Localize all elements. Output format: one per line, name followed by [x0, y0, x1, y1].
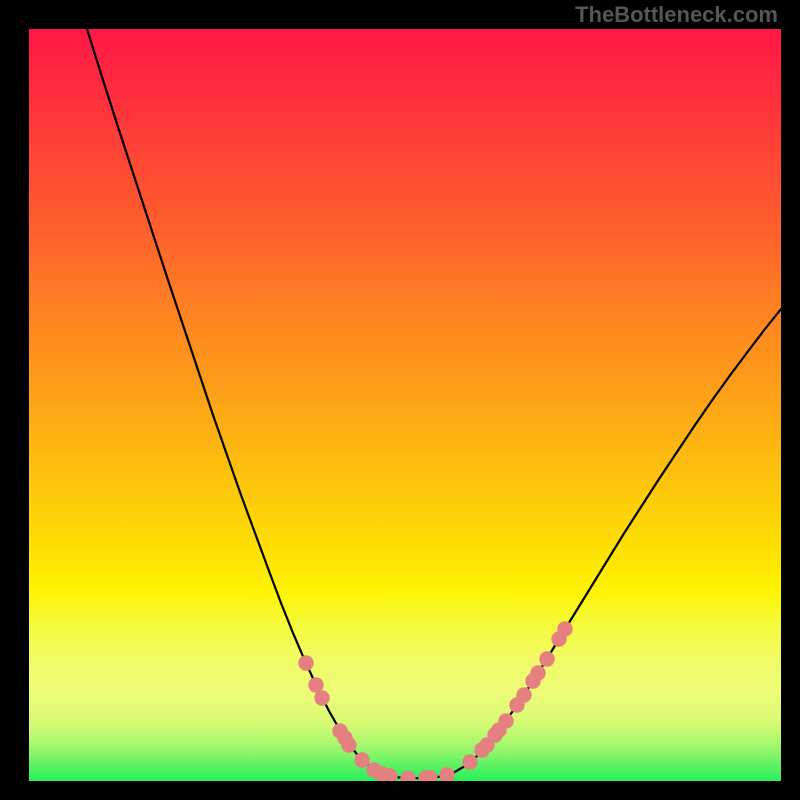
data-point-marker — [401, 771, 415, 781]
data-point-marker — [315, 691, 329, 705]
watermark-text: TheBottleneck.com — [575, 2, 778, 28]
data-point-marker — [517, 688, 531, 702]
data-point-marker — [499, 714, 513, 728]
data-point-marker — [383, 769, 397, 781]
data-point-marker — [558, 622, 572, 636]
chart-frame: TheBottleneck.com — [0, 0, 800, 800]
data-point-marker — [440, 768, 454, 781]
bottleneck-curve — [87, 29, 781, 778]
data-point-marker — [299, 656, 313, 670]
data-point-marker — [309, 678, 323, 692]
data-point-marker — [355, 753, 369, 767]
curve-svg — [29, 29, 781, 781]
plot-area — [29, 29, 781, 781]
data-point-marker — [342, 738, 356, 752]
data-point-marker — [531, 666, 545, 680]
data-point-marker — [423, 771, 437, 782]
data-point-marker — [463, 755, 477, 769]
data-point-marker — [540, 652, 554, 666]
